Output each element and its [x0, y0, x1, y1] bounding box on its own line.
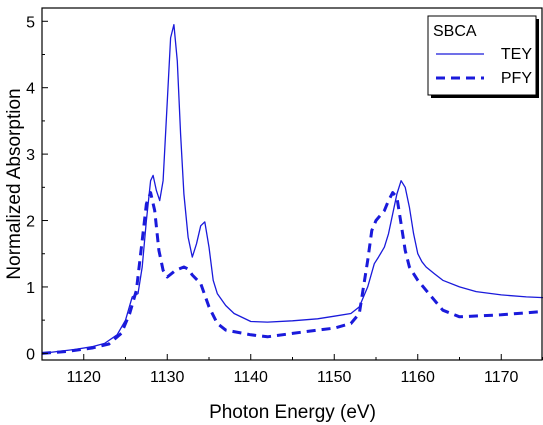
x-tick-label: 1160: [401, 369, 436, 386]
series-line-pfy: [41, 191, 543, 355]
series-line-tey: [41, 23, 543, 355]
y-tick-label: 5: [26, 14, 35, 31]
x-axis: 1120 1130 1140 1150 1160 1170: [41, 354, 543, 386]
legend-label-pfy: PFY: [501, 70, 532, 87]
y-axis: 0 1 2 3 4 5: [26, 14, 48, 363]
x-tick-label: 1170: [484, 369, 519, 386]
legend-box: [427, 15, 537, 96]
y-tick-label: 2: [26, 214, 35, 231]
x-tick-label: 1120: [67, 369, 102, 386]
series-layer: [41, 23, 543, 355]
x-tick-label: 1150: [317, 369, 352, 386]
y-tick-label: 0: [26, 346, 35, 363]
legend-label-tey: TEY: [501, 46, 532, 63]
y-tick-label: 3: [26, 147, 35, 164]
x-axis-title: Photon Energy (eV): [209, 402, 376, 423]
y-axis-title: Normalized Absorption: [4, 88, 25, 279]
x-tick-label: 1130: [150, 369, 185, 386]
legend-title: SBCA: [433, 23, 477, 40]
legend: SBCA TEY PFY: [427, 15, 539, 98]
y-tick-label: 1: [26, 280, 35, 297]
y-tick-label: 4: [26, 81, 35, 98]
x-tick-label: 1140: [234, 369, 269, 386]
